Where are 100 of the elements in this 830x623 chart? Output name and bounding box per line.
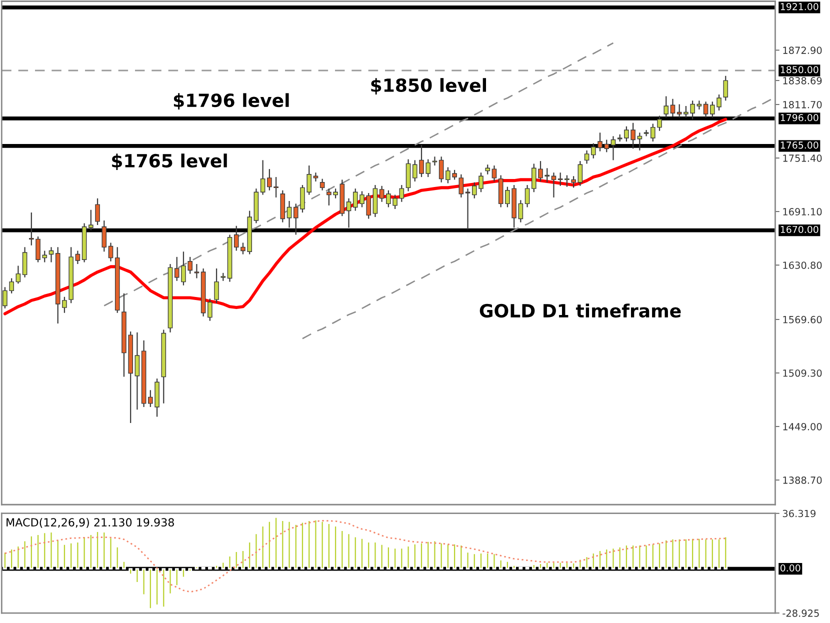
bar — [498, 558, 503, 570]
y-tick-label: 1630.80 — [783, 262, 822, 269]
bar — [267, 520, 272, 570]
bar — [228, 555, 232, 570]
bar — [122, 560, 126, 570]
candlestick — [214, 268, 219, 304]
bar — [506, 560, 510, 570]
bar — [452, 542, 457, 570]
bar — [274, 516, 278, 570]
bar — [10, 548, 14, 570]
bar — [426, 540, 430, 570]
candlestick — [723, 75, 728, 102]
bar — [466, 551, 470, 570]
y-tick-label: 1569.60 — [783, 316, 822, 324]
bar — [611, 547, 616, 570]
annotation: $1850 level — [371, 78, 486, 94]
bar — [3, 551, 7, 570]
annotation: $1765 level — [112, 154, 227, 170]
bar — [260, 525, 265, 570]
bar — [248, 541, 252, 570]
bar — [644, 544, 648, 570]
candlestick — [102, 220, 107, 252]
candlestick — [134, 332, 140, 410]
bar — [677, 538, 682, 570]
y-tick-label: 1872.90 — [783, 46, 822, 54]
bar — [334, 525, 338, 570]
candlestick — [465, 188, 470, 230]
bar — [294, 524, 298, 570]
bar — [326, 522, 331, 570]
bar — [558, 561, 562, 570]
bar — [578, 558, 582, 570]
bar — [459, 544, 464, 570]
bar — [82, 536, 86, 570]
annotation: MACD(12,26,9) 21.130 19.938 — [6, 518, 174, 528]
bar — [69, 542, 74, 570]
bar — [658, 542, 662, 570]
candlestick — [492, 164, 497, 182]
candlestick — [518, 200, 524, 223]
candlestick — [551, 172, 556, 198]
ref-line-label: 1796.00 — [780, 114, 818, 122]
bar — [710, 538, 714, 570]
bar — [650, 542, 655, 570]
bar — [22, 540, 27, 570]
candlestick — [399, 184, 404, 202]
candlestick — [406, 158, 411, 192]
candlestick — [286, 200, 292, 228]
bar — [532, 564, 536, 570]
candlestick — [108, 242, 114, 262]
bar — [406, 545, 410, 570]
bar — [624, 544, 628, 570]
bar — [340, 530, 344, 570]
bar — [142, 568, 146, 596]
bar — [472, 552, 476, 570]
bar — [366, 541, 371, 570]
bar — [412, 542, 417, 570]
bar — [135, 568, 140, 584]
candlestick — [16, 265, 21, 284]
candlestick — [379, 185, 384, 202]
y-tick-label: 1811.70 — [783, 100, 822, 108]
candlestick — [584, 150, 590, 164]
candlestick — [88, 209, 94, 231]
bar — [346, 532, 351, 570]
bar — [545, 561, 550, 570]
candlestick — [320, 178, 325, 191]
bar — [320, 520, 324, 570]
annotation: GOLD D1 timeframe — [480, 304, 681, 318]
ref-line-label: 1850.00 — [780, 66, 818, 74]
bar — [697, 537, 702, 570]
bar — [604, 548, 609, 570]
bar — [360, 537, 364, 570]
bar — [598, 550, 602, 570]
candlestick — [558, 172, 563, 186]
y-tick-label: 1449.00 — [783, 422, 822, 430]
y-tick-label: 1838.69 — [783, 77, 822, 84]
line-series — [4, 520, 726, 593]
bar — [393, 547, 398, 570]
bar — [717, 538, 721, 570]
bar — [690, 537, 695, 570]
y-tick-label: 1509.30 — [783, 369, 822, 377]
candlestick — [48, 246, 54, 263]
candlestick — [610, 136, 616, 161]
bar — [162, 568, 166, 608]
ref-line-label: 1921.00 — [780, 3, 818, 10]
bar — [254, 532, 258, 570]
candlestick — [578, 160, 583, 186]
bar — [618, 546, 622, 570]
bar — [446, 542, 450, 570]
bar — [42, 532, 47, 570]
candlestick — [458, 174, 464, 198]
bar — [241, 550, 245, 570]
bar — [538, 562, 542, 570]
candlestick — [208, 298, 212, 322]
bar — [486, 552, 490, 570]
bar — [280, 520, 285, 570]
candlestick — [432, 156, 438, 166]
ref-line-label: 0.00 — [780, 564, 800, 572]
bar — [214, 564, 218, 570]
bar — [631, 544, 636, 570]
bar — [36, 534, 40, 570]
candlestick — [75, 250, 80, 265]
